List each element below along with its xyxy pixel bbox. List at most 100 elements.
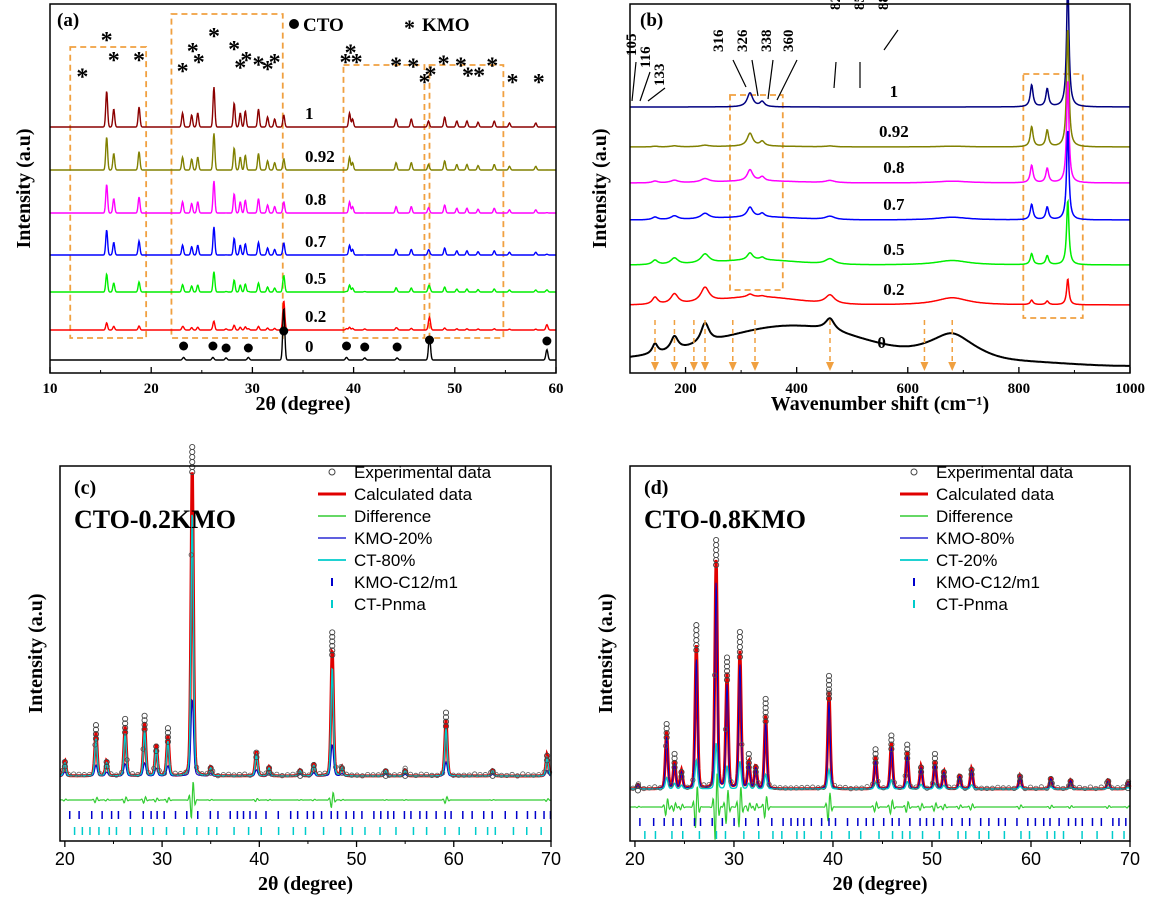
x-tick-label: 10 [43, 381, 58, 397]
highlight-box [1022, 73, 1084, 319]
experimental-point [978, 785, 985, 791]
experimental-point [220, 772, 226, 778]
raman-spectrum-1 [630, 0, 1130, 108]
plot-frame [629, 465, 1131, 842]
experimental-point [762, 713, 769, 720]
experimental-point [92, 726, 100, 733]
experimental-point [76, 771, 82, 777]
kmo-peak-marker: * [133, 48, 145, 74]
x-tick-label: 70 [1120, 849, 1140, 869]
experimental-point [477, 771, 483, 778]
experimental-point [194, 764, 200, 770]
experimental-point [1027, 784, 1034, 790]
experimental-point [310, 762, 317, 769]
experimental-point [124, 757, 130, 763]
experimental-point [1082, 785, 1088, 792]
experimental-point [888, 745, 895, 753]
experimental-point [253, 754, 260, 761]
highlight-box [342, 64, 426, 339]
experimental-point [310, 766, 317, 773]
experimental-point [825, 686, 833, 693]
experimental-point [995, 784, 1001, 790]
experimental-point [329, 629, 336, 636]
cto-peak-marker [208, 341, 218, 351]
experimental-point [713, 536, 720, 544]
experimental-point [92, 742, 98, 748]
kmo-peak-marker: * [425, 62, 437, 88]
kmo-peak-marker: * [462, 63, 474, 89]
kmo-peak-marker: * [208, 24, 220, 50]
experimental-point [172, 770, 178, 776]
experimental-point [880, 785, 887, 791]
y-axis-label: Intensity (a.u) [595, 593, 617, 713]
kmo-peak-marker: * [177, 59, 189, 85]
kmo-peak-marker: * [101, 28, 113, 54]
experimental-point [872, 746, 879, 753]
experimental-point [723, 676, 731, 684]
experimental-point [891, 779, 897, 786]
panel-c: 20 30 40 50 60 70 2θ (degree) Intensity (a.u) (c… [25, 443, 561, 895]
experimental-point [87, 771, 93, 778]
experimental-point [728, 779, 734, 785]
experimental-point [946, 784, 952, 790]
experimental-point [837, 784, 843, 790]
experimental-point [646, 785, 652, 791]
experimental-point [92, 722, 100, 729]
y-axis-label: Intensity (a.u) [13, 128, 35, 248]
legend-label: Experimental data [936, 463, 1074, 482]
experimental-point [713, 546, 720, 554]
experimental-point [520, 771, 526, 777]
experimental-point [825, 690, 833, 697]
legend-label: KMO-C12/m1 [354, 573, 458, 592]
experimental-point [777, 785, 783, 791]
experimental-point [671, 750, 678, 757]
x-tick-label: 50 [447, 381, 462, 397]
experimental-point [745, 755, 752, 762]
experimental-point [122, 715, 129, 722]
experimental-point [762, 718, 769, 725]
experimental-point [263, 770, 269, 776]
experimental-point [525, 772, 531, 778]
experimental-point [439, 770, 446, 776]
xrd-pattern-0.7 [50, 226, 556, 256]
experimental-point [904, 741, 911, 748]
x-tick-label: 40 [346, 381, 361, 397]
ct-phase-line [630, 743, 1131, 790]
kmo-peak-marker: * [506, 70, 518, 96]
highlight-box [729, 94, 784, 291]
experimental-point [1000, 785, 1006, 791]
raman-spectrum-0 [630, 317, 1130, 367]
experimental-point [145, 770, 152, 776]
experimental-point [189, 443, 196, 451]
cto-mode-arrowhead [948, 362, 957, 371]
series-label: 0.5 [305, 269, 326, 288]
series-label: 0.92 [305, 147, 335, 166]
experimental-point [329, 647, 336, 654]
experimental-point [442, 709, 450, 716]
experimental-point [329, 642, 336, 649]
experimental-point [370, 772, 376, 778]
experimental-point [1033, 785, 1039, 791]
experimental-point [1047, 780, 1054, 787]
y-axis-label: Intensity (a.u) [25, 593, 47, 713]
experimental-point [391, 772, 398, 778]
experimental-point [247, 772, 253, 778]
experimental-point [745, 764, 752, 771]
cto-mode-arrowhead [651, 362, 659, 371]
experimental-point [684, 784, 691, 790]
experimental-point [671, 764, 678, 771]
experimental-point [61, 758, 68, 766]
kmo-peak-marker: * [269, 50, 281, 76]
kmo-peak-marker: * [351, 50, 363, 76]
x-tick-label: 30 [152, 849, 172, 869]
experimental-point [407, 771, 414, 777]
experimental-point [236, 771, 242, 778]
experimental-point [295, 770, 301, 776]
experimental-point [397, 772, 403, 778]
experimental-point [904, 755, 911, 762]
experimental-point [113, 772, 119, 778]
experimental-point [924, 785, 930, 791]
experimental-point [329, 633, 336, 640]
kmo-peak-marker: * [438, 51, 450, 77]
plot-frame [629, 3, 1131, 374]
